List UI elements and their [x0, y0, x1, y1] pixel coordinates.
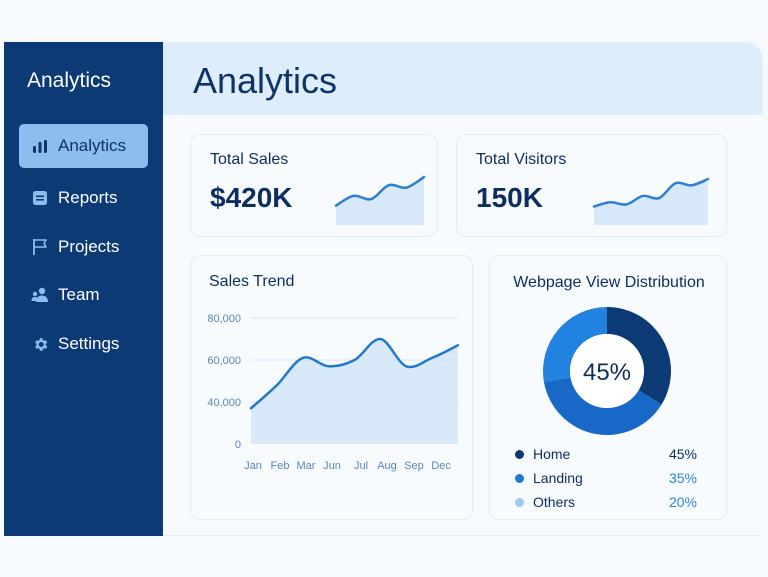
- legend-dot-others: [515, 497, 524, 507]
- sidebar: Analytics Analytics Reports Projects Tea…: [4, 42, 163, 536]
- sidebar-item-analytics[interactable]: Analytics: [19, 124, 148, 168]
- sidebar-item-settings[interactable]: Settings: [19, 322, 148, 366]
- x-tick-label: Jun: [323, 460, 341, 472]
- sales-trend-title: Sales Trend: [209, 273, 295, 290]
- donut-slice-others: [543, 307, 607, 383]
- y-tick-label: 60,000: [207, 355, 241, 367]
- distribution-title: Webpage View Distribution: [513, 274, 705, 291]
- sidebar-item-projects[interactable]: Projects: [19, 225, 148, 269]
- y-tick-label: 0: [235, 439, 241, 451]
- sales-trend-card: Sales Trend 0 40,000 60,000 80,000 Jan Feb Mar…: [190, 255, 473, 520]
- sidebar-item-team[interactable]: Team: [19, 273, 148, 317]
- visitors-sparkline: [592, 177, 710, 225]
- x-tick-label: Dec: [431, 460, 451, 472]
- kpi-card-total-sales: Total Sales $420K: [190, 134, 438, 237]
- legend-label: Home: [533, 446, 571, 462]
- page-header: Analytics: [163, 42, 763, 115]
- legend-item-landing: Landing 35%: [515, 468, 697, 488]
- sales-trend-chart: 0 40,000 60,000 80,000 Jan Feb Mar Jun Jul Aug Sep…: [207, 313, 460, 472]
- legend-label: Others: [533, 494, 576, 510]
- sidebar-item-label: Analytics: [58, 136, 127, 155]
- legend-value: 20%: [668, 494, 697, 510]
- sales-sparkline-line: [334, 175, 426, 207]
- sales-sparkline-area: [336, 177, 424, 225]
- document-icon: [31, 189, 49, 207]
- sales-trend-line: [249, 337, 460, 410]
- x-tick-label: Jul: [354, 460, 368, 472]
- legend-item-home: Home 45%: [515, 444, 697, 464]
- x-tick-label: Mar: [297, 460, 316, 472]
- x-tick-label: Sep: [404, 460, 424, 472]
- legend-dot-landing: [515, 473, 524, 483]
- y-tick-label: 80,000: [207, 313, 241, 325]
- sales-trend-area: [251, 338, 458, 444]
- kpi-value: $420K: [210, 182, 293, 213]
- y-tick-label: 40,000: [207, 397, 241, 409]
- donut-slice-home: [607, 307, 671, 405]
- donut-chart: 45%: [543, 307, 671, 435]
- x-tick-label: Feb: [271, 460, 290, 472]
- visitors-sparkline-area: [594, 179, 708, 225]
- x-tick-label: Aug: [377, 460, 397, 472]
- legend-item-others: Others 20%: [515, 492, 697, 512]
- bar-chart-icon: [31, 137, 49, 155]
- webpage-distribution-card: Webpage View Distribution 45% Home 45% L…: [489, 255, 727, 520]
- page-title: Analytics: [193, 60, 338, 101]
- sales-sparkline: [334, 175, 426, 225]
- sidebar-item-label: Team: [58, 285, 100, 304]
- donut-slice-landing: [543, 377, 662, 435]
- legend-value: 45%: [668, 446, 697, 462]
- kpi-label: Total Sales: [210, 151, 289, 168]
- donut-hole: [570, 334, 644, 408]
- x-tick-label: Jan: [244, 460, 262, 472]
- gear-icon: [31, 335, 49, 353]
- legend-value: 35%: [668, 470, 697, 486]
- sidebar-item-reports[interactable]: Reports: [19, 176, 148, 220]
- legend-label: Landing: [533, 470, 583, 486]
- donut-center-label: 45%: [583, 359, 631, 386]
- visitors-sparkline-line: [592, 177, 710, 208]
- sidebar-item-label: Settings: [58, 334, 120, 353]
- team-icon: [31, 286, 49, 304]
- flag-icon: [31, 238, 49, 256]
- kpi-card-total-visitors: Total Visitors 150K: [456, 134, 727, 237]
- sidebar-title: Analytics: [27, 69, 112, 92]
- sidebar-item-label: Reports: [58, 188, 118, 207]
- legend-dot-home: [515, 449, 524, 459]
- kpi-label: Total Visitors: [476, 151, 567, 168]
- sidebar-item-label: Projects: [58, 237, 120, 256]
- kpi-value: 150K: [476, 182, 543, 213]
